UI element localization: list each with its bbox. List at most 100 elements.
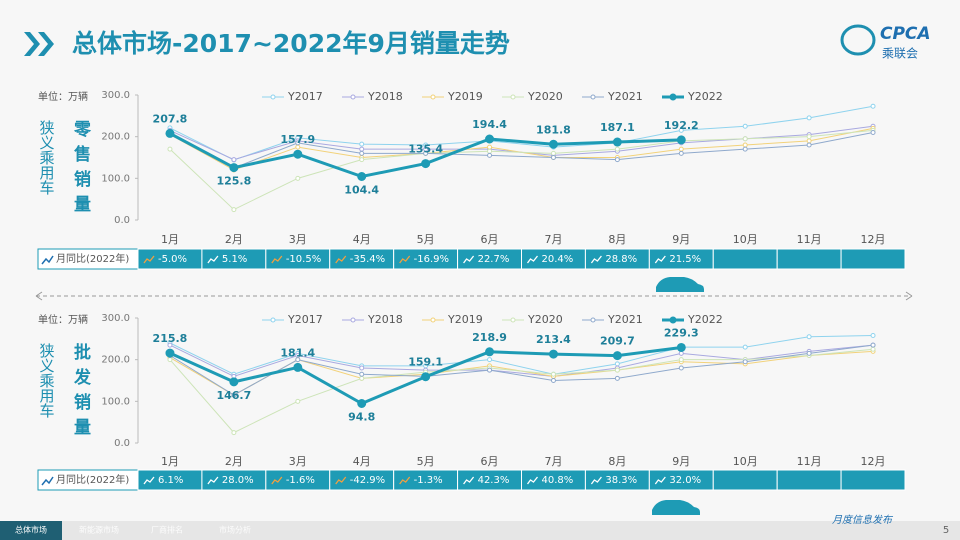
footer-tab: 厂商排名	[151, 525, 183, 535]
legend-dot	[669, 93, 677, 101]
point	[359, 157, 365, 163]
data-label: 213.4	[536, 333, 571, 346]
yoy-label: 月同比(2022年)	[56, 252, 129, 265]
point	[678, 350, 684, 356]
point	[614, 375, 620, 381]
point	[614, 157, 620, 163]
data-label: 146.7	[216, 389, 251, 402]
data-label: 135.4	[408, 143, 443, 156]
chart-title: 零售销量	[70, 120, 92, 220]
legend-dot	[430, 94, 436, 100]
point	[742, 123, 748, 129]
yoy-icon	[41, 255, 54, 265]
x-tick-label: 2月	[225, 455, 243, 468]
point	[742, 344, 748, 350]
point	[295, 398, 301, 404]
point	[359, 150, 365, 156]
legend-dot	[590, 94, 596, 100]
point	[612, 351, 622, 361]
point	[806, 350, 812, 356]
point	[295, 140, 301, 146]
yoy-value: -5.0%	[158, 254, 187, 265]
yoy-trend-icon	[654, 476, 666, 485]
point	[676, 135, 686, 145]
point	[612, 137, 622, 147]
yoy-cell	[776, 469, 842, 491]
side-label: 狭义乘用车	[38, 120, 56, 195]
footer-tab: 总体市场	[15, 525, 47, 535]
y-tick-label: 100.0	[101, 396, 130, 407]
point	[421, 372, 431, 382]
point	[742, 146, 748, 152]
yoy-icon	[41, 476, 54, 486]
legend-dot	[510, 317, 516, 323]
x-tick-label: 8月	[608, 455, 626, 468]
yoy-cell	[712, 248, 778, 270]
x-tick-label: 10月	[733, 455, 758, 468]
legend-label: Y2019	[447, 313, 483, 326]
yoy-trend-icon	[143, 476, 155, 485]
unit-label: 单位：万辆	[38, 313, 88, 326]
legend-label: Y2018	[367, 313, 403, 326]
y-tick-label: 100.0	[101, 173, 130, 184]
point	[421, 159, 431, 169]
yoy-label: 月同比(2022年)	[56, 473, 129, 486]
x-tick-label: 2月	[225, 233, 243, 246]
car-icon	[652, 500, 700, 515]
x-tick-label: 4月	[353, 233, 371, 246]
x-tick-label: 10月	[733, 233, 758, 246]
legend-label: Y2022	[687, 90, 723, 103]
yoy-trend-icon	[590, 255, 602, 264]
yoy-value: 28.8%	[605, 254, 637, 265]
yoy-value: -1.3%	[414, 475, 443, 486]
point	[359, 141, 365, 147]
point	[231, 392, 237, 398]
yoy-cell	[840, 248, 906, 270]
data-label: 209.7	[600, 335, 635, 348]
yoy-trend-icon	[654, 255, 666, 264]
yoy-value: 5.1%	[222, 254, 247, 265]
legend-dot	[430, 317, 436, 323]
legend-label: Y2021	[607, 313, 643, 326]
x-tick-label: 7月	[544, 455, 562, 468]
point	[678, 365, 684, 371]
point	[870, 346, 876, 352]
point	[806, 142, 812, 148]
point	[293, 362, 303, 372]
legend-dot	[590, 317, 596, 323]
data-label: 192.2	[664, 119, 699, 132]
yoy-value: -1.6%	[286, 475, 315, 486]
point	[487, 144, 493, 150]
y-tick-label: 0.0	[114, 438, 130, 449]
point	[676, 342, 686, 352]
y-tick-label: 0.0	[114, 215, 130, 226]
point	[742, 142, 748, 148]
point	[487, 152, 493, 158]
footer-tab: 新能源市场	[79, 525, 119, 535]
logo: CPCA	[880, 24, 931, 44]
series-line	[169, 132, 874, 169]
yoy-value: 20.4%	[542, 254, 574, 265]
x-tick-label: 7月	[544, 233, 562, 246]
x-tick-label: 5月	[417, 455, 435, 468]
point	[487, 367, 493, 373]
point	[870, 342, 876, 348]
point	[550, 155, 556, 160]
x-tick-label: 5月	[417, 233, 435, 246]
yoy-cell	[712, 469, 778, 491]
data-label: 215.8	[153, 332, 188, 345]
series-line	[169, 129, 874, 211]
point	[295, 357, 301, 363]
yoy-value: -35.4%	[350, 254, 385, 265]
yoy-value: 42.3%	[478, 475, 510, 486]
legend-label: Y2022	[687, 313, 723, 326]
data-label: 94.8	[348, 411, 375, 424]
point	[231, 157, 237, 163]
legend-dot	[270, 94, 276, 100]
series-line	[169, 344, 874, 396]
x-tick-label: 11月	[797, 233, 822, 246]
yoy-trend-icon	[335, 255, 347, 264]
chevrons	[24, 32, 54, 56]
legend-label: Y2018	[367, 90, 403, 103]
point	[359, 371, 365, 377]
